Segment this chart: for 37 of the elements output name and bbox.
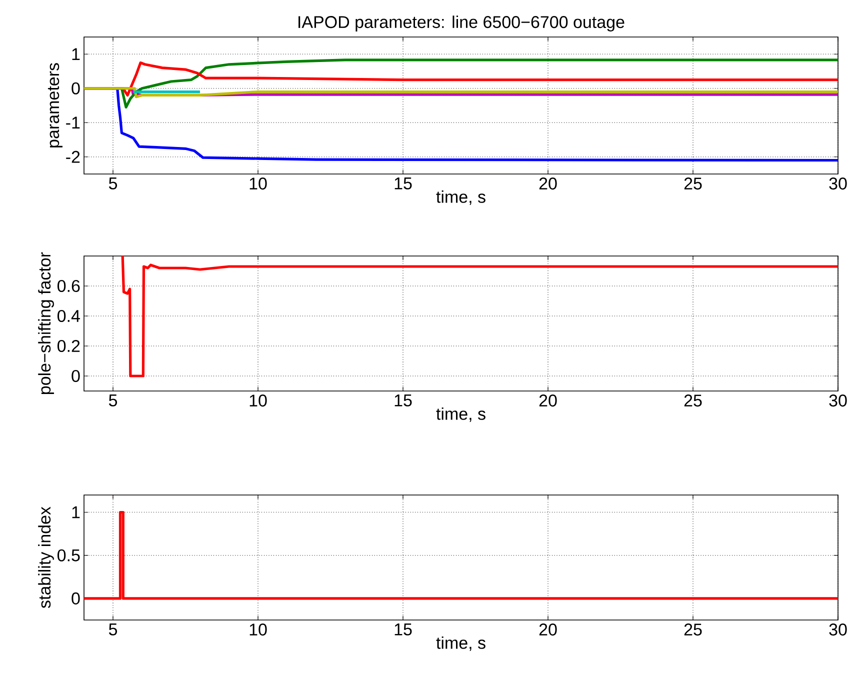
x-tick-label: 30 [829,394,847,407]
x-tick-label: 15 [394,178,412,190]
x-axis-title: time, s [436,636,486,651]
line-series [121,256,838,378]
x-tick-label: 20 [539,178,557,190]
x-tick-label: 10 [250,394,267,407]
x-tick-label: 30 [829,624,847,636]
x-tick-label: 5 [108,178,118,190]
y-axis-title: stability index [38,506,54,608]
x-axis-title: time, s [436,407,486,422]
y-tick-label: 0.6 [57,280,80,292]
x-tick-label: 15 [394,624,412,636]
y-tick-label: -1 [66,116,80,128]
y-axis-title: parameters [48,63,62,148]
y-tick-label: 0.5 [57,549,80,562]
x-tick-label: 10 [250,178,267,190]
chart-title: IAPOD parameters: line 6500−6700 outage [298,16,624,32]
x-tick-label: 25 [684,394,702,407]
x-tick-label: 20 [539,394,557,407]
x-tick-label: 20 [539,624,557,636]
y-tick-label: 1 [72,48,80,60]
y-tick-label: 0.4 [57,310,80,322]
x-tick-label: 10 [250,624,267,636]
y-tick-label: 0 [72,370,80,382]
x-tick-label: 25 [684,178,702,190]
y-tick-label: -2 [66,150,80,163]
y-tick-label: 0.2 [57,340,80,352]
x-tick-label: 30 [829,178,847,190]
x-tick-label: 5 [108,624,118,636]
y-tick-label: 0 [72,592,80,604]
y-tick-label: 0 [72,82,80,94]
x-tick-label: 25 [684,624,702,636]
x-axis-title: time, s [436,190,486,205]
x-tick-label: 15 [394,394,412,406]
x-tick-label: 5 [108,394,118,406]
y-tick-label: 1 [72,506,80,518]
y-axis-title: pole−shifting factor [38,252,54,394]
